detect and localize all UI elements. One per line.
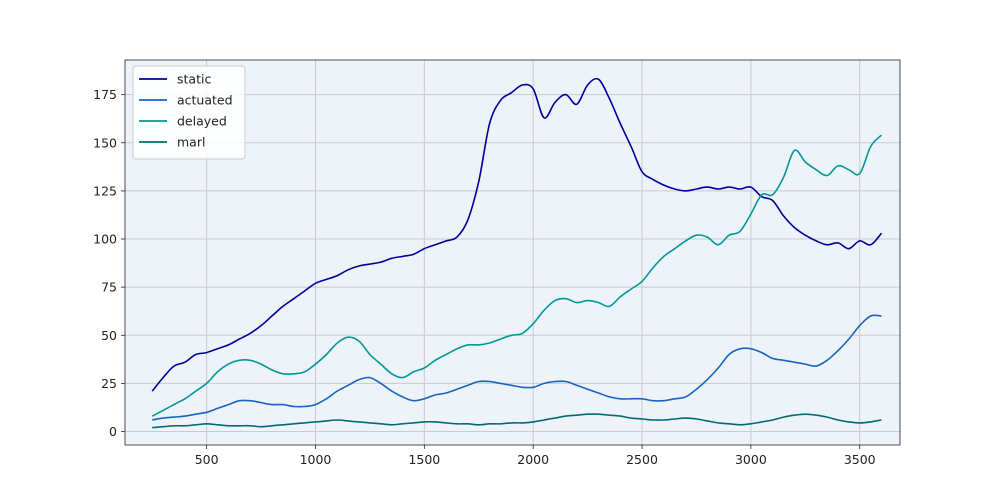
x-tick-label: 2500	[626, 452, 658, 467]
plot-area	[125, 60, 900, 445]
plot-frame	[124, 59, 901, 446]
legend: static actuated delayed marl	[132, 65, 246, 160]
y-tick-label: 0	[109, 424, 117, 439]
series-line-marl	[152, 413, 882, 429]
y-tick-label: 150	[93, 135, 117, 150]
y-tick-label: 25	[101, 376, 117, 391]
x-tick-label: 2000	[517, 452, 549, 467]
series-lines	[151, 77, 883, 429]
x-tick-label: 3500	[844, 452, 876, 467]
y-tick-label: 175	[93, 87, 117, 102]
y-tick-label: 100	[93, 232, 117, 247]
axes: 500 1000 1500 2000 2500 3000 3500 0 25 50 75 100 125…	[93, 87, 876, 467]
legend-label-marl: marl	[177, 135, 205, 150]
x-tick-label: 1500	[408, 452, 440, 467]
series-line-delayed	[151, 134, 883, 417]
y-tick-label: 125	[93, 183, 117, 198]
x-tick-label: 3000	[735, 452, 767, 467]
series-line-actuated	[152, 314, 882, 421]
legend-box	[132, 65, 246, 160]
legend-label-actuated: actuated	[177, 93, 233, 108]
legend-label-static: static	[177, 72, 211, 87]
y-tick-label: 75	[101, 280, 117, 295]
legend-label-delayed: delayed	[177, 114, 227, 129]
y-tick-label: 50	[101, 328, 117, 343]
x-tick-label: 500	[195, 452, 219, 467]
x-tick-label: 1000	[300, 452, 332, 467]
